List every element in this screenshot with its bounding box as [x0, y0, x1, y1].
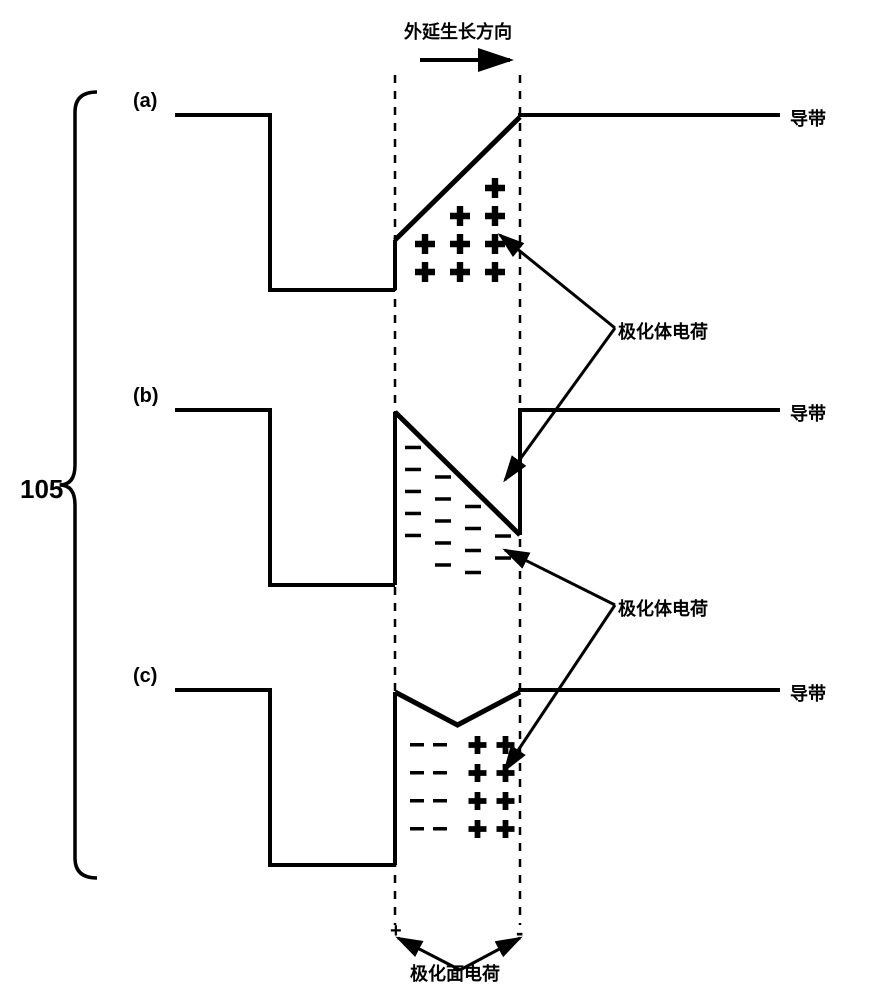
- minus-icon: [435, 497, 451, 501]
- plus-icon: [485, 262, 505, 282]
- bottom-plus: +: [390, 920, 402, 943]
- minus-icon: [465, 527, 481, 531]
- panel-a: [175, 115, 780, 290]
- panel-c: [175, 690, 780, 865]
- pointer-arrow: [505, 605, 615, 770]
- minus-icon: [405, 512, 421, 516]
- plus-icon: [497, 820, 515, 838]
- growth-direction-label: 外延生长方向: [404, 18, 512, 44]
- plus-icon: [450, 234, 470, 254]
- minus-icon: [405, 468, 421, 472]
- figure-number: 105: [20, 474, 63, 505]
- conduction-band-a: 导带: [790, 105, 826, 131]
- plus-icon: [485, 206, 505, 226]
- minus-icon: [405, 534, 421, 538]
- minus-icon: [495, 534, 511, 538]
- panel-b: [175, 410, 780, 585]
- minus-icon: [435, 475, 451, 479]
- pointer-arrow: [505, 550, 615, 605]
- polar-surface-charge: 极化面电荷: [410, 960, 500, 986]
- minus-icon: [465, 549, 481, 553]
- minus-icon: [405, 446, 421, 450]
- minus-icon: [435, 541, 451, 545]
- plus-icon: [450, 262, 470, 282]
- minus-icon: [495, 556, 511, 560]
- pointer-arrow: [500, 235, 615, 328]
- pointer-arrow: [505, 328, 615, 480]
- plus-icon: [469, 764, 487, 782]
- plus-icon: [415, 262, 435, 282]
- polar-bulk-charge-1: 极化体电荷: [618, 318, 708, 344]
- plus-icon: [497, 736, 515, 754]
- plus-icon: [469, 736, 487, 754]
- bottom-minus: -: [516, 920, 523, 946]
- plus-icon: [450, 206, 470, 226]
- brace-105: [60, 92, 97, 878]
- conduction-band-b: 导带: [790, 400, 826, 426]
- plus-icon: [469, 792, 487, 810]
- minus-icon: [405, 490, 421, 494]
- minus-icon: [410, 743, 424, 747]
- minus-icon: [410, 799, 424, 803]
- plus-icon: [469, 820, 487, 838]
- minus-icon: [435, 563, 451, 567]
- polar-bulk-charge-2: 极化体电荷: [618, 595, 708, 621]
- minus-icon: [410, 827, 424, 831]
- minus-icon: [410, 771, 424, 775]
- minus-icon: [433, 743, 447, 747]
- minus-icon: [433, 799, 447, 803]
- conduction-band-c: 导带: [790, 680, 826, 706]
- plus-icon: [485, 178, 505, 198]
- minus-icon: [465, 571, 481, 575]
- plus-icon: [415, 234, 435, 254]
- panel-c-id: (c): [133, 665, 157, 688]
- minus-icon: [465, 505, 481, 509]
- panel-a-id: (a): [133, 90, 157, 113]
- panel-b-id: (b): [133, 385, 159, 408]
- plus-icon: [497, 792, 515, 810]
- minus-icon: [433, 827, 447, 831]
- minus-icon: [433, 771, 447, 775]
- minus-icon: [435, 519, 451, 523]
